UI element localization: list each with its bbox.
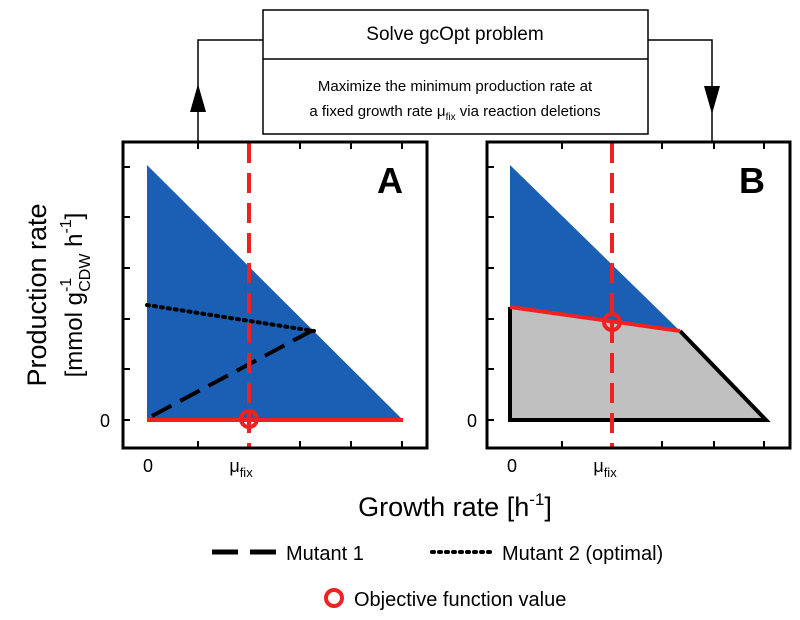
header-title: Solve gcOpt problem — [366, 24, 543, 45]
x-tick-mu-b: μfix — [593, 456, 617, 480]
feasible-region-a — [147, 165, 403, 420]
y-axis-label-line1: Production rate — [22, 203, 52, 386]
panel-b-frame — [485, 140, 792, 450]
connector-right — [648, 39, 720, 142]
y-axis-label-line2: [mmol g-1 CDW h-1] — [58, 213, 94, 378]
connector-left — [190, 39, 263, 142]
feasible-region-b — [510, 165, 680, 331]
panel-a-label: A — [377, 160, 403, 201]
arrow-up-icon — [190, 84, 206, 112]
reduced-region-border-b — [508, 307, 771, 422]
reduced-region-b — [510, 307, 766, 420]
legend: Mutant 1 Mutant 2 (optimal) Objective fu… — [212, 543, 663, 611]
x-axis-label: Growth rate [h-1] — [358, 490, 552, 522]
arrow-down-icon — [704, 86, 720, 114]
objective-marker-b — [602, 312, 622, 332]
x-tick-zero-b: 0 — [507, 456, 517, 476]
panel-a-frame — [121, 140, 429, 450]
header-description-line2: a fixed growth rate μfix via reaction de… — [309, 103, 600, 123]
legend-objective-label: Objective function value — [354, 589, 566, 611]
legend-mutant2-label: Mutant 2 (optimal) — [502, 543, 663, 565]
legend-mutant1-label: Mutant 1 — [286, 543, 364, 565]
header-box: Solve gcOpt problem Maximize the minimum… — [262, 9, 649, 135]
panel-a: A — [121, 140, 429, 450]
objective-marker-a — [239, 409, 259, 429]
mutant2-line-a — [145, 303, 316, 333]
panel-b: B — [485, 140, 792, 450]
legend-objective-marker — [324, 588, 344, 608]
x-tick-mu-a: μfix — [229, 456, 253, 480]
panel-b-label: B — [739, 160, 765, 201]
y-tick-zero-a: 0 — [100, 411, 110, 431]
x-tick-zero-a: 0 — [143, 456, 153, 476]
objective-line-b — [509, 305, 681, 333]
header-description-line1: Maximize the minimum production rate at — [318, 78, 593, 95]
y-tick-zero-b: 0 — [467, 411, 477, 431]
